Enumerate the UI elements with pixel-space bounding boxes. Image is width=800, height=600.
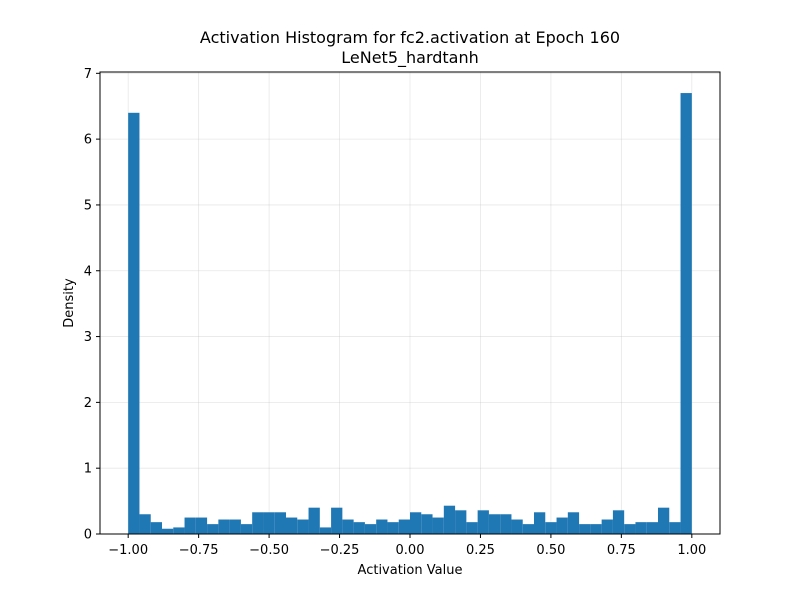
histogram-bar — [669, 522, 681, 534]
histogram-bar — [421, 514, 433, 534]
y-tick-label: 1 — [84, 462, 92, 477]
y-tick-label: 6 — [84, 133, 92, 148]
histogram-bar — [319, 527, 332, 534]
x-tick-label: 1.00 — [677, 543, 706, 558]
y-tick-label: 3 — [84, 330, 92, 345]
histogram-bar — [466, 522, 478, 534]
y-tick-label: 0 — [84, 528, 92, 543]
histogram-bar — [455, 510, 467, 534]
histogram-bar — [545, 522, 557, 534]
histogram-bar — [511, 519, 523, 534]
x-tick-label: −0.75 — [179, 543, 219, 558]
histogram-bar — [218, 519, 230, 534]
x-axis-ticks: −1.00 −0.75 −0.50 −0.25 0.00 0.25 0.50 0.75 1.00 — [108, 534, 706, 558]
histogram-bar — [286, 517, 298, 534]
histogram-bar — [567, 512, 580, 534]
x-tick-label: −1.00 — [108, 543, 148, 558]
histogram-bar — [139, 514, 151, 534]
histogram-bar — [646, 522, 658, 534]
histogram-bar — [500, 514, 512, 534]
histogram-bar — [229, 519, 241, 534]
x-tick-label: 0.25 — [466, 543, 495, 558]
histogram-bar — [150, 522, 162, 534]
histogram-bar — [263, 512, 275, 534]
histogram-bar — [308, 507, 320, 534]
histogram-bar — [207, 524, 219, 534]
histogram-bar — [173, 527, 185, 534]
x-tick-label: −0.50 — [249, 543, 289, 558]
x-tick-label: −0.25 — [320, 543, 360, 558]
histogram-bar — [624, 524, 636, 534]
y-tick-label: 4 — [84, 264, 92, 279]
histogram-bar — [195, 517, 208, 534]
y-axis-ticks: 0 1 2 3 4 5 6 7 — [84, 67, 100, 543]
histogram-bar — [635, 522, 647, 534]
histogram-bar — [353, 522, 365, 534]
grid-lines — [100, 72, 720, 535]
x-axis-label: Activation Value — [358, 563, 463, 578]
histogram-bar — [398, 519, 410, 534]
x-tick-label: 0.00 — [396, 543, 425, 558]
histogram-bar — [477, 510, 489, 534]
histogram-bar — [364, 524, 377, 534]
histogram-bar — [680, 93, 692, 535]
histogram-bar — [590, 524, 602, 534]
y-tick-label: 2 — [84, 396, 92, 411]
y-tick-label: 5 — [84, 198, 92, 213]
y-tick-label: 7 — [84, 67, 92, 82]
histogram-bar — [376, 519, 388, 534]
histogram-bar — [184, 517, 196, 534]
histogram-bar — [387, 522, 399, 534]
y-axis-label: Density — [62, 278, 77, 328]
histogram-bar — [331, 507, 343, 534]
histogram-bar — [410, 512, 422, 534]
histogram-bar — [252, 512, 264, 534]
histogram-bar — [432, 517, 444, 534]
histogram-bar — [658, 507, 670, 534]
histogram-bar — [612, 510, 625, 534]
x-tick-label: 0.50 — [536, 543, 565, 558]
histogram-bar — [601, 519, 613, 534]
chart-title: Activation Histogram for fc2.activation … — [200, 28, 620, 47]
histogram-bar — [342, 519, 354, 534]
chart-subtitle: LeNet5_hardtanh — [341, 48, 479, 68]
histogram-bar — [162, 528, 174, 534]
histogram-bars — [128, 93, 692, 535]
histogram-bar — [488, 514, 501, 534]
histogram-bar — [556, 517, 568, 534]
histogram-bar — [534, 512, 546, 534]
histogram-bar — [522, 524, 534, 534]
x-tick-label: 0.75 — [607, 543, 636, 558]
histogram-bar — [240, 524, 253, 534]
histogram-bar — [579, 524, 591, 534]
histogram-bar — [128, 112, 140, 535]
histogram-bar — [443, 505, 456, 534]
histogram-bar — [297, 519, 309, 534]
histogram-bar — [274, 512, 286, 534]
